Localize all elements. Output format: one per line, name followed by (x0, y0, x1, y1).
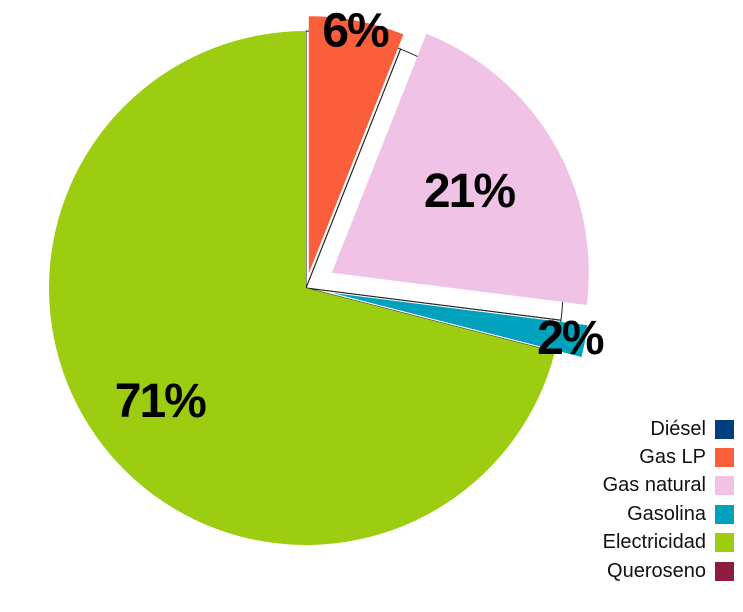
legend-label: Electricidad (602, 531, 706, 554)
legend-item-gas-natural: Gas natural (474, 472, 734, 500)
legend-swatch (715, 504, 734, 524)
legend-item-queroseno: Queroseno (474, 557, 734, 585)
legend-item-diesel: Diésel (474, 415, 734, 443)
slice-electricidad (48, 31, 555, 545)
legend-swatch (715, 448, 734, 468)
slice-labels: 6% 21% 2% 71% (115, 4, 606, 428)
pie-slices (48, 16, 589, 545)
legend-label: Queroseno (607, 559, 706, 582)
legend-item-gas-lp: Gas LP (474, 443, 734, 471)
slice-gas-lp (308, 16, 404, 274)
legend-swatch (715, 476, 734, 496)
slice-gas-natural (331, 33, 589, 305)
legend: Diésel Gas LP Gas natural Gasolina Electrici… (474, 415, 734, 585)
legend-item-gasolina: Gasolina (474, 500, 734, 528)
legend-label: Gasolina (627, 502, 706, 525)
legend-swatch (715, 561, 734, 581)
legend-label: Gas LP (639, 446, 706, 469)
legend-swatch (715, 533, 734, 553)
slice-label-gas-lp: 6% (322, 4, 389, 57)
slice-label-electricidad: 71% (115, 375, 206, 428)
legend-item-electricidad: Electricidad (474, 529, 734, 557)
legend-label: Gas natural (602, 474, 706, 497)
legend-label: Diésel (650, 417, 706, 440)
slice-gasolina (332, 293, 588, 357)
slice-label-gasolina: 2% (537, 312, 604, 365)
legend-swatch (715, 419, 734, 439)
slice-label-gas-natural: 21% (424, 165, 515, 218)
